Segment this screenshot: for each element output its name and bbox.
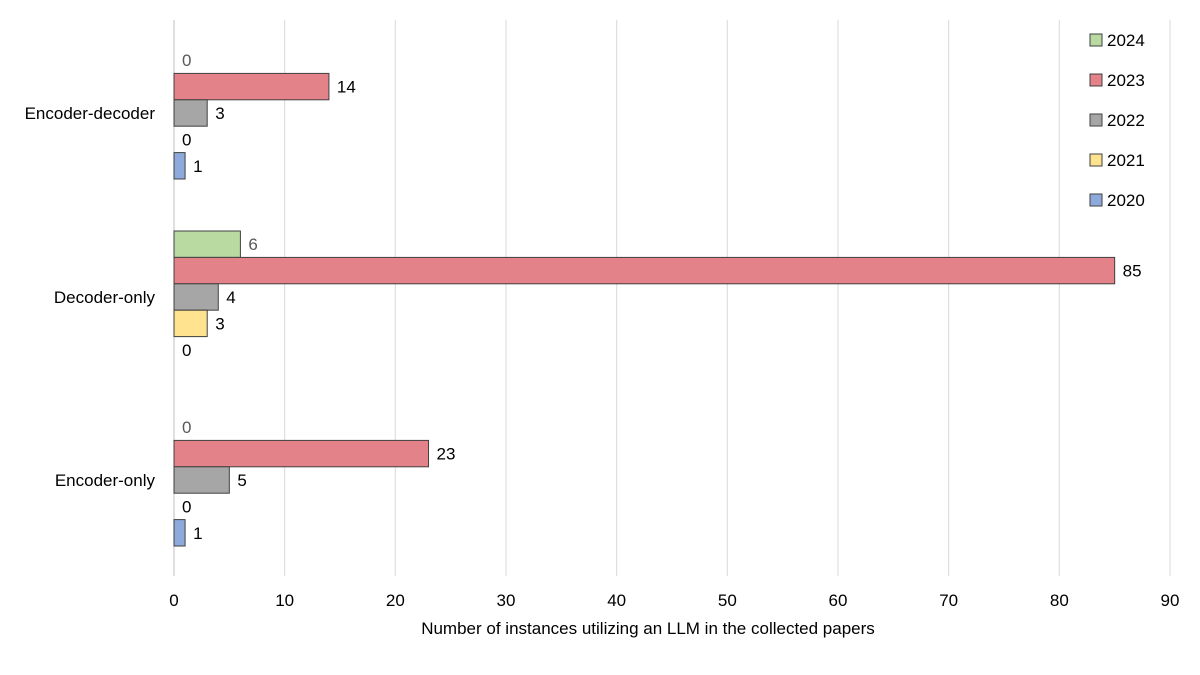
bar-2024 [173, 230, 241, 258]
legend: 2024 2023 2022 2021 2020 [1089, 31, 1145, 210]
x-tick-label: 50 [718, 591, 737, 610]
category-label: Decoder-only [54, 288, 156, 307]
data-label: 14 [337, 78, 356, 97]
legend-label: 2021 [1107, 151, 1145, 170]
bar-2022 [173, 466, 230, 494]
x-tick-label: 90 [1161, 591, 1180, 610]
bar-2023 [173, 439, 430, 468]
category-labels: Encoder-decoder Decoder-only Encoder-only [25, 104, 156, 490]
legend-swatch [1089, 153, 1103, 167]
x-tick-label: 70 [939, 591, 958, 610]
x-tick-label: 80 [1050, 591, 1069, 610]
data-label: 5 [237, 471, 246, 490]
bar-2021 [173, 309, 208, 338]
legend-label: 2023 [1107, 71, 1145, 90]
bar-2020 [173, 152, 186, 180]
data-label: 0 [182, 51, 191, 70]
data-label: 6 [248, 235, 257, 254]
data-label: 0 [182, 497, 191, 516]
gridlines [173, 20, 1171, 576]
legend-swatch [1089, 33, 1103, 47]
category-label: Encoder-only [55, 471, 156, 490]
data-label: 0 [182, 341, 191, 360]
category-label: Encoder-decoder [25, 104, 156, 123]
x-tick-label: 20 [386, 591, 405, 610]
data-label: 3 [215, 314, 224, 333]
legend-swatch [1089, 113, 1103, 127]
legend-label: 2024 [1107, 31, 1145, 50]
data-label: 23 [437, 445, 456, 464]
legend-label: 2020 [1107, 191, 1145, 210]
x-tick-labels: 0 10 20 30 40 50 60 70 80 90 [169, 591, 1179, 610]
bar-2023 [173, 72, 330, 101]
bar-2022 [173, 283, 219, 311]
data-label: 1 [193, 524, 202, 543]
x-tick-label: 60 [829, 591, 848, 610]
data-label: 4 [226, 288, 235, 307]
data-label: 85 [1123, 262, 1142, 281]
legend-swatch [1089, 193, 1103, 207]
bar-2022 [173, 99, 208, 127]
x-tick-label: 0 [169, 591, 178, 610]
legend-label: 2022 [1107, 111, 1145, 130]
data-label: 3 [215, 104, 224, 123]
data-label: 0 [182, 418, 191, 437]
x-tick-label: 40 [607, 591, 626, 610]
x-axis-title: Number of instances utilizing an LLM in … [421, 619, 875, 638]
data-label: 1 [193, 157, 202, 176]
bar-2023 [173, 256, 1116, 285]
bar-2020 [173, 519, 186, 547]
x-tick-label: 30 [497, 591, 516, 610]
x-tick-label: 10 [275, 591, 294, 610]
legend-swatch [1089, 73, 1103, 87]
data-label: 0 [182, 130, 191, 149]
